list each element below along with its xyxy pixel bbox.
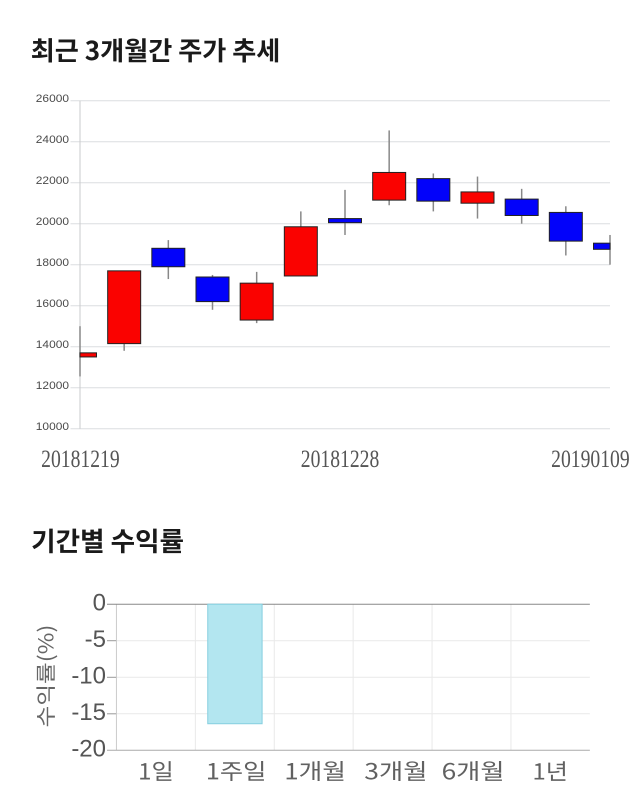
svg-text:26000: 26000 xyxy=(36,93,69,105)
svg-text:20181228: 20181228 xyxy=(301,446,380,473)
svg-text:16000: 16000 xyxy=(36,298,69,310)
svg-text:0: 0 xyxy=(93,590,106,617)
svg-text:24000: 24000 xyxy=(36,134,69,146)
svg-text:18000: 18000 xyxy=(36,257,69,269)
svg-text:-10: -10 xyxy=(71,663,106,690)
svg-text:12000: 12000 xyxy=(36,380,69,392)
svg-text:-5: -5 xyxy=(85,626,106,653)
svg-text:20181219: 20181219 xyxy=(41,446,120,473)
svg-text:20000: 20000 xyxy=(36,216,69,228)
svg-text:-15: -15 xyxy=(71,699,106,726)
svg-text:22000: 22000 xyxy=(36,175,69,187)
svg-text:10000: 10000 xyxy=(36,421,69,433)
svg-text:14000: 14000 xyxy=(36,339,69,351)
svg-text:20190109: 20190109 xyxy=(551,446,630,473)
svg-text:-20: -20 xyxy=(71,736,106,763)
